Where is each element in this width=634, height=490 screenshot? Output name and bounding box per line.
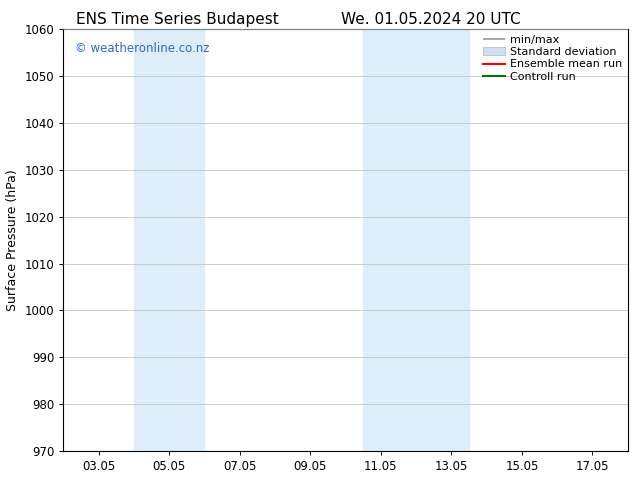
Legend: min/max, Standard deviation, Ensemble mean run, Controll run: min/max, Standard deviation, Ensemble me… (481, 33, 624, 84)
Bar (134, 29, 204, 451)
Text: We. 01.05.2024 20 UTC: We. 01.05.2024 20 UTC (341, 12, 521, 27)
Text: © weatheronline.co.nz: © weatheronline.co.nz (75, 42, 209, 55)
Y-axis label: Surface Pressure (hPa): Surface Pressure (hPa) (6, 169, 19, 311)
Text: ENS Time Series Budapest: ENS Time Series Budapest (76, 12, 279, 27)
Bar (363, 29, 469, 451)
